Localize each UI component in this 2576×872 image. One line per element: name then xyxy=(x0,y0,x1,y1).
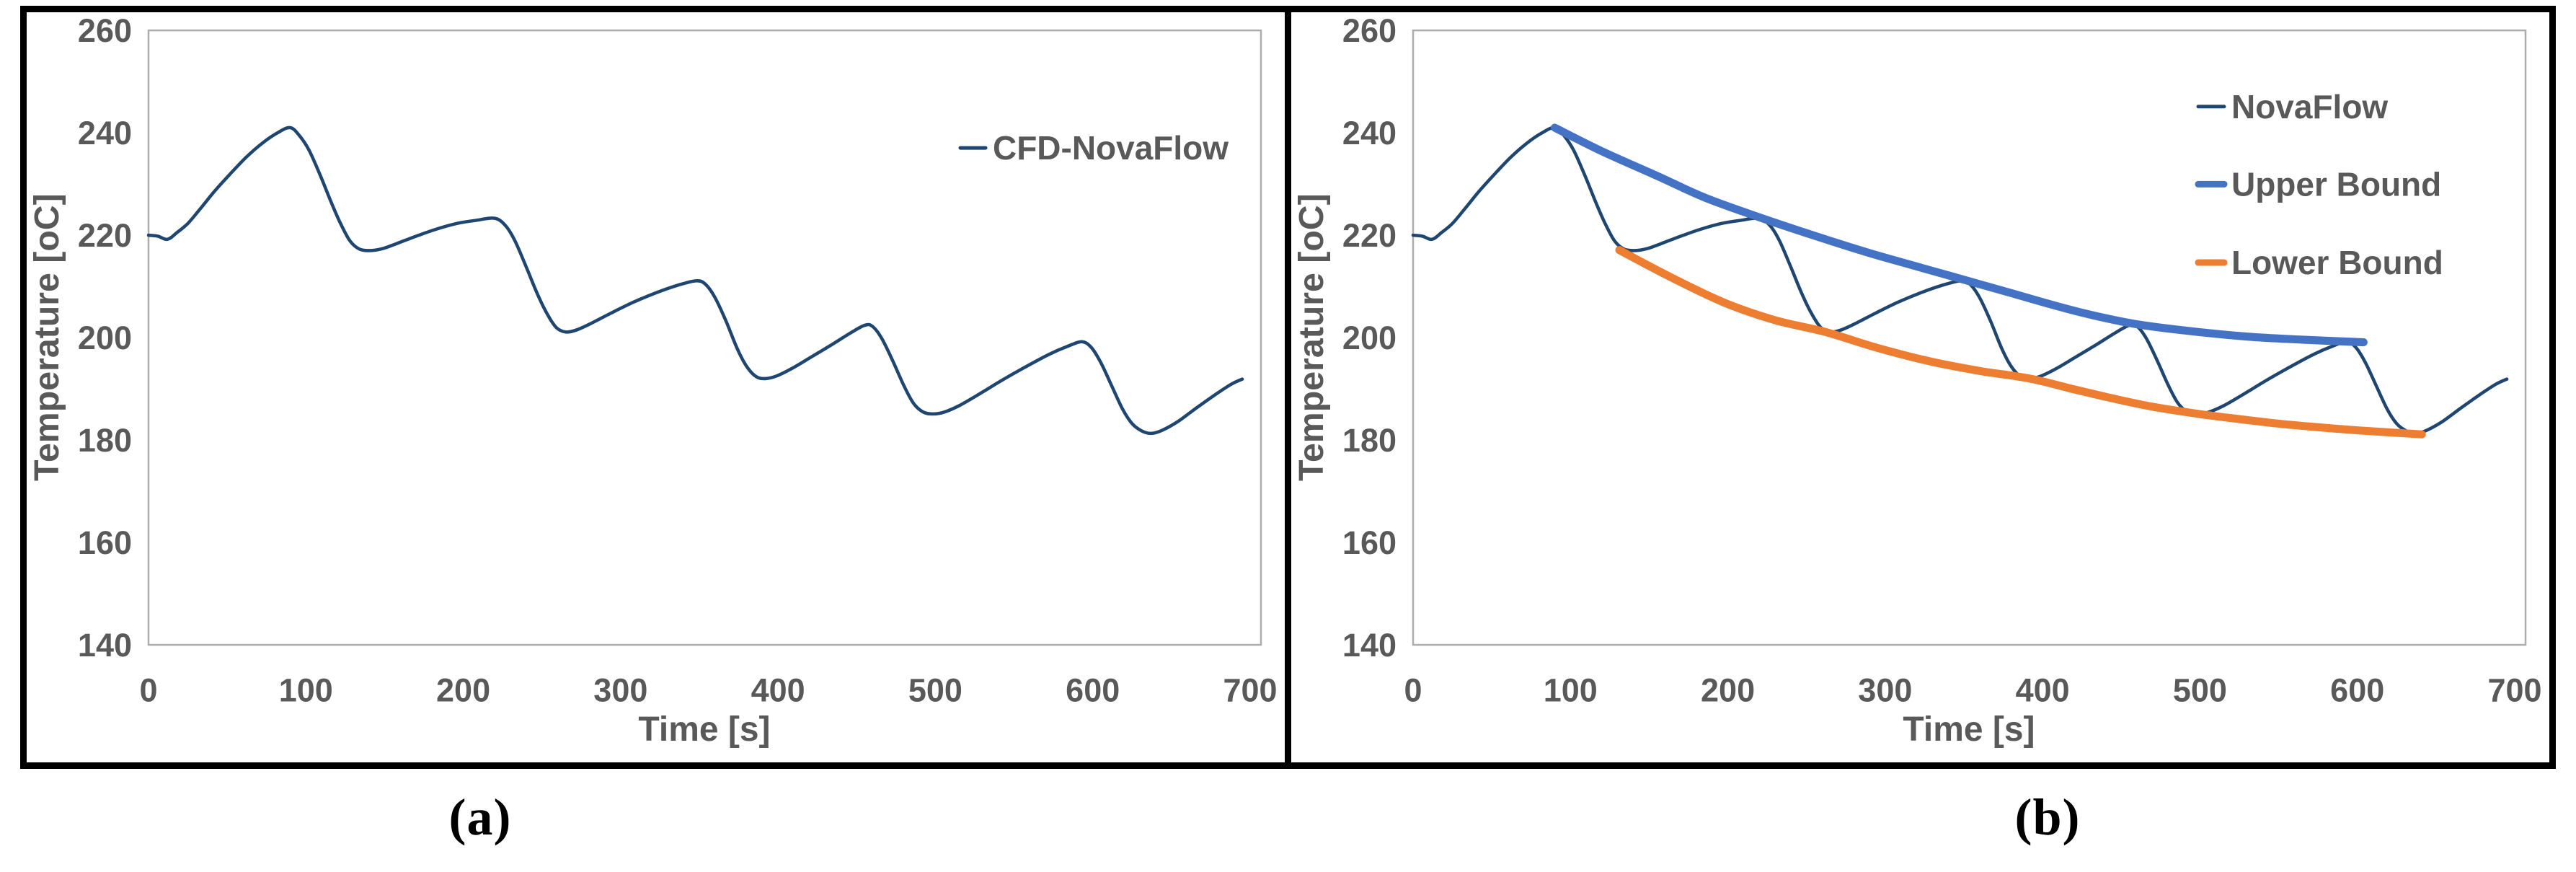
series-lower-bound xyxy=(1615,246,2426,439)
legend-item-novaflow: NovaFlow xyxy=(2196,88,2388,125)
y-tick-label: 160 xyxy=(78,524,132,561)
y-tick-label: 240 xyxy=(1342,115,1397,151)
plot-area xyxy=(147,29,1262,646)
y-tick-label: 140 xyxy=(78,627,132,664)
x-tick-label: 300 xyxy=(593,671,647,708)
y-axis-title: Temperature [oC] xyxy=(27,193,66,481)
y-axis-title: Temperature [oC] xyxy=(1292,193,1331,481)
x-tick-label: 600 xyxy=(1066,671,1120,708)
legend-item-lower-bound: Lower Bound xyxy=(2195,244,2443,281)
legend-label: NovaFlow xyxy=(2231,88,2388,125)
y-tick-label: 240 xyxy=(78,115,132,151)
x-tick-label: 600 xyxy=(2330,671,2384,708)
y-tick-label: 200 xyxy=(1342,320,1397,356)
y-tick-label: 160 xyxy=(1342,524,1397,561)
x-axis-title: Time [s] xyxy=(1903,710,2035,749)
temperature-chart-a: 140 160 180 200 220 240 260 0 100 200 300 400 500 600… xyxy=(27,12,1277,749)
y-tick-label: 220 xyxy=(78,217,132,254)
chart-panel-a: 140 160 180 200 220 240 260 0 100 200 300 400 500 600… xyxy=(27,12,1291,762)
series-cfd-novaflow xyxy=(146,125,1244,436)
y-tick-label: 220 xyxy=(1342,217,1397,254)
x-axis-title: Time [s] xyxy=(638,710,770,749)
legend-item-upper-bound: Upper Bound xyxy=(2195,165,2441,203)
y-tick-label: 260 xyxy=(1342,12,1397,49)
y-tick-label: 180 xyxy=(1342,422,1397,459)
x-tick-label: 400 xyxy=(2016,671,2070,708)
x-tick-label: 500 xyxy=(2173,671,2227,708)
x-tick-label: 300 xyxy=(1858,671,1912,708)
temperature-chart-b: 140 160 180 200 220 240 260 0 100 200 300 400 500 600… xyxy=(1292,12,2541,749)
legend-label: Lower Bound xyxy=(2231,244,2443,281)
x-tick-label: 200 xyxy=(436,671,490,708)
figure-frame: 140 160 180 200 220 240 260 0 100 200 300 400 500 600… xyxy=(20,6,2556,769)
x-tick-label: 0 xyxy=(139,671,157,708)
x-tick-label: 400 xyxy=(751,671,805,708)
legend-label: Upper Bound xyxy=(2231,165,2441,203)
chart-panel-b: 140 160 180 200 220 240 260 0 100 200 300 400 500 600… xyxy=(1291,12,2549,762)
y-tick-label: 180 xyxy=(78,422,132,459)
y-tick-label: 140 xyxy=(1342,627,1397,664)
x-tick-label: 200 xyxy=(1701,671,1755,708)
x-tick-label: 100 xyxy=(1544,671,1598,708)
x-tick-label: 700 xyxy=(1223,671,1277,708)
y-tick-label: 200 xyxy=(78,320,132,356)
legend-item-cfd-novaflow: CFD-NovaFlow xyxy=(958,129,1229,167)
x-tick-label: 700 xyxy=(2487,671,2541,708)
y-tick-label: 260 xyxy=(78,12,132,49)
caption-b: (b) xyxy=(2014,788,2081,846)
caption-a: (a) xyxy=(448,788,512,846)
x-tick-label: 500 xyxy=(908,671,962,708)
x-tick-label: 0 xyxy=(1404,671,1422,708)
series-upper-bound xyxy=(1551,123,2368,347)
x-tick-label: 100 xyxy=(279,671,333,708)
legend-label: CFD-NovaFlow xyxy=(993,129,1229,167)
